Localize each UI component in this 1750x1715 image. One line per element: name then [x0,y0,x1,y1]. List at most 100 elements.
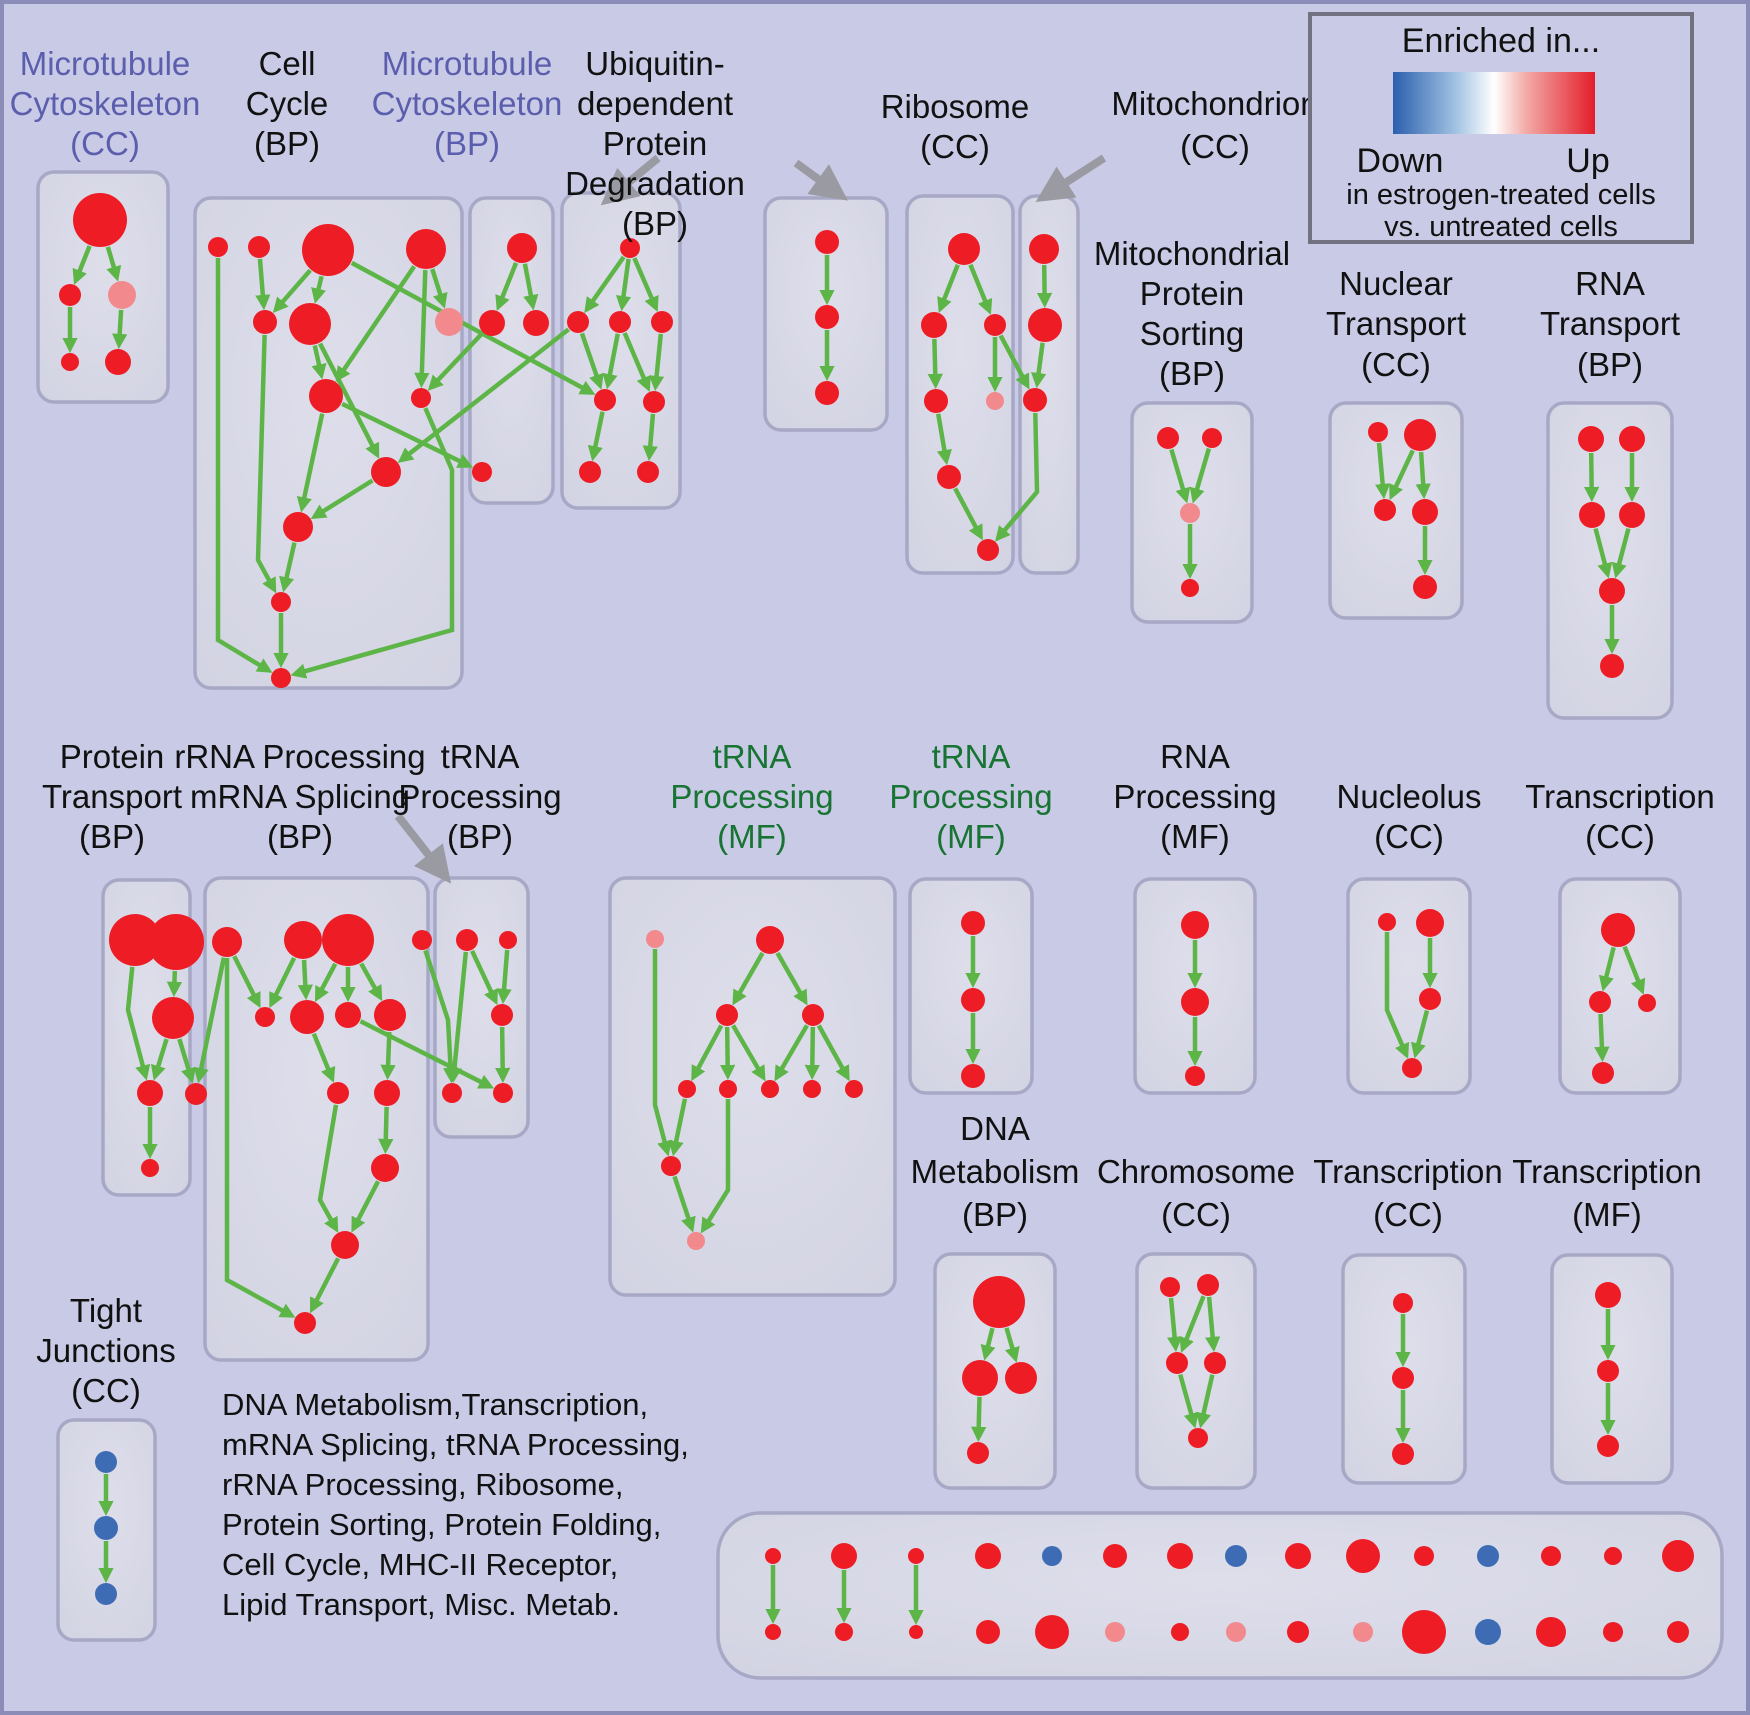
cluster-label-trna-processing-mf-small: tRNA [932,738,1011,775]
go-term-node [1005,1362,1037,1394]
go-term-node [148,914,204,970]
enrichment-edge [1611,527,1631,579]
cluster-box-ribosome-cc [905,194,1015,575]
go-term-node [108,281,136,309]
strip-node-top [908,1548,924,1564]
enrichment-edge [297,959,313,1001]
go-term-node [1597,1360,1619,1382]
go-term-node [661,1156,681,1176]
enrichment-edge [1622,945,1646,995]
cluster-label-cell-cycle-bp: Cycle [246,85,329,122]
enrichment-edge [579,332,604,390]
cross-cluster-edge [998,334,1030,390]
cluster-label-nuclear-transport-cc: (CC) [1361,346,1431,383]
go-term-node [302,224,354,276]
go-term-node [1374,499,1396,521]
enrichment-edge [953,487,983,541]
go-term-node [406,229,446,269]
go-term-node [1188,1428,1208,1448]
go-term-node [283,512,313,542]
cluster-label-mitochondrial-protein-sorting-bp: Protein [1140,275,1245,312]
cluster-label-rna-transport-bp: (BP) [1577,346,1643,383]
go-term-node [962,1360,998,1396]
strip-node-top [1167,1543,1193,1569]
go-term-node [248,236,270,258]
go-term-node [289,303,331,345]
go-term-node [1579,502,1605,528]
go-term-node [284,921,322,959]
annotation-arrow [793,159,848,201]
go-term-node [499,931,517,949]
enrichment-edge [309,1257,341,1314]
go-term-node [761,1080,779,1098]
cross-cluster-edge [427,331,485,391]
enrichment-edge [1178,1373,1199,1429]
go-term-node [1197,1274,1219,1296]
enrichment-edge [296,413,325,513]
enrichment-edge [1389,449,1415,501]
go-term-node [109,914,161,966]
legend-up-label: Up [1566,142,1609,180]
legend-down-label: Down [1357,142,1444,180]
enrichment-edge [125,966,151,1081]
enrichment-edge [700,1099,731,1234]
go-term-node [137,1080,163,1106]
enrichment-edge [691,1024,724,1082]
enrichment-edge [672,1175,696,1233]
cluster-label-mitochondrial-protein-sorting-bp: Mitochondrial [1094,235,1290,272]
cluster-label-trna-processing-bp: Processing [398,778,561,815]
enrichment-edge [177,1038,196,1084]
go-term-node [924,389,948,413]
go-term-node [815,381,839,405]
go-term-node [977,539,999,561]
go-term-node [374,1080,400,1106]
go-term-node [208,237,228,257]
enrichment-edge [587,411,605,462]
strip-node-bottom [1402,1610,1446,1654]
strip-node-top [975,1543,1001,1569]
cluster-boxes-layer [36,170,1724,1680]
go-term-node [105,349,131,375]
cluster-label-mitochondrion-cc: Mitochondrion [1111,85,1318,122]
enrichment-edge [648,333,665,392]
enrichment-edge [615,258,632,312]
go-term-node [185,1083,207,1105]
enrichment-edge [255,334,277,594]
go-term-node [678,1080,696,1098]
cluster-label-transcription-mf: (MF) [1572,1196,1642,1233]
go-term-node [141,1159,159,1177]
go-term-node [442,1083,462,1103]
go-term-node [1204,1352,1226,1374]
go-term-node [921,312,947,338]
misc-clusters-text-line: Cell Cycle, MHC-II Receptor, [222,1547,618,1582]
cross-cluster-edge [423,949,459,1084]
enrichment-edge [495,1026,511,1084]
enrichment-edge [775,951,808,1006]
go-term-node [1578,426,1604,452]
go-term-node [961,1064,985,1088]
go-term-node [1185,1066,1205,1086]
go-term-node [967,1442,989,1464]
singleton-strip-box [716,1511,1724,1680]
go-term-node [620,238,640,258]
strip-node-top [765,1548,781,1564]
enrichment-edge [215,258,273,673]
enrichment-edge [430,268,448,309]
go-term-node [1619,426,1645,452]
cluster-label-mitochondrial-protein-sorting-bp: (BP) [1159,355,1225,392]
strip-node-top [1541,1546,1561,1566]
strip-node-top [1042,1546,1062,1566]
cluster-label-tight-junctions-cc: Junctions [36,1332,175,1369]
strip-node-top [1477,1545,1499,1567]
cluster-label-protein-transport-bp: (BP) [79,818,145,855]
go-term-node [973,1276,1025,1328]
enrichment-edge [1594,1013,1610,1063]
strip-node-bottom [1667,1621,1689,1643]
enrichment-edge [1410,1010,1430,1059]
enrichment-edge [269,956,297,1009]
cluster-label-chromosome-cc: Chromosome [1097,1153,1295,1190]
go-term-node [294,1312,316,1334]
enrichment-edge [1189,447,1212,504]
cluster-label-transcription-mf: Transcription [1512,1153,1702,1190]
go-term-node [411,388,431,408]
